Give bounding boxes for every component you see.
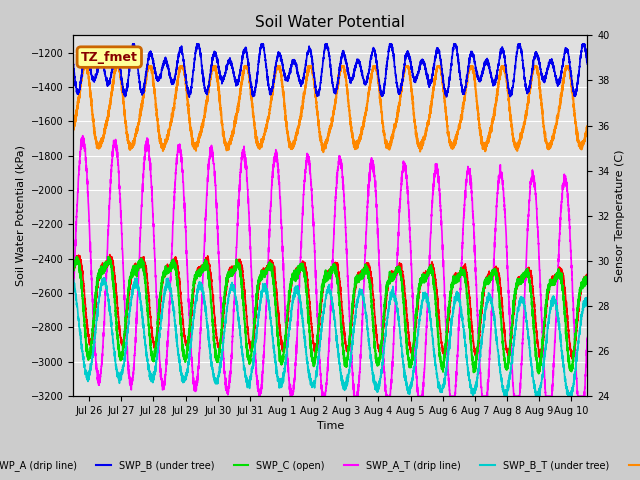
SWP_B_T (under tree): [404, 387, 412, 393]
SWP_B (under tree): [492, 77, 500, 83]
SWP_B_T (under tree): [69, 278, 77, 284]
Y-axis label: Soil Water Potential (kPa): Soil Water Potential (kPa): [15, 145, 25, 286]
SWP_A (drip line): [584, 276, 591, 282]
SWP_C (open): [69, 263, 77, 269]
SWP_A_T (drip line): [255, 393, 262, 399]
SWP_C (open): [73, 254, 81, 260]
SWP_C_T (open): [163, 136, 170, 142]
SWP_A (drip line): [568, 356, 576, 361]
SWP_B_T (under tree): [565, 397, 573, 403]
Line: SWP_C (open): SWP_C (open): [73, 257, 588, 373]
SWP_A (drip line): [163, 267, 170, 273]
SWP_C_T (open): [404, 63, 412, 69]
SWP_C_T (open): [453, 131, 461, 137]
SWP_A (drip line): [492, 266, 500, 272]
SWP_C (open): [492, 271, 500, 277]
SWP_C_T (open): [492, 100, 500, 106]
SWP_C_T (open): [319, 149, 327, 155]
SWP_A (drip line): [106, 252, 114, 257]
Line: SWP_C_T (open): SWP_C_T (open): [73, 66, 588, 152]
Y-axis label: Sensor Temperature (C): Sensor Temperature (C): [615, 149, 625, 282]
SWP_A (drip line): [378, 341, 385, 347]
Text: TZ_fmet: TZ_fmet: [81, 50, 138, 63]
SWP_B (under tree): [129, 41, 136, 47]
SWP_A_T (drip line): [584, 335, 591, 340]
SWP_C (open): [266, 263, 273, 269]
SWP_C_T (open): [80, 63, 88, 69]
SWP_C (open): [535, 371, 543, 376]
SWP_A (drip line): [266, 259, 273, 265]
SWP_A_T (drip line): [69, 293, 77, 299]
Line: SWP_A (drip line): SWP_A (drip line): [73, 254, 588, 359]
SWP_C (open): [378, 338, 385, 344]
SWP_A_T (drip line): [492, 216, 500, 221]
SWP_A (drip line): [453, 272, 461, 278]
SWP_B (under tree): [186, 95, 193, 100]
SWP_C_T (open): [584, 123, 591, 129]
SWP_B_T (under tree): [453, 294, 461, 300]
SWP_B (under tree): [453, 47, 461, 52]
SWP_C (open): [584, 276, 591, 282]
SWP_C_T (open): [266, 106, 273, 112]
Line: SWP_A_T (drip line): SWP_A_T (drip line): [73, 136, 588, 396]
SWP_A_T (drip line): [378, 321, 385, 326]
Line: SWP_B (under tree): SWP_B (under tree): [73, 44, 588, 97]
SWP_A_T (drip line): [163, 360, 170, 366]
Line: SWP_B_T (under tree): SWP_B_T (under tree): [73, 278, 588, 400]
SWP_B_T (under tree): [492, 329, 500, 335]
SWP_C (open): [163, 268, 170, 274]
SWP_B (under tree): [163, 58, 170, 64]
SWP_B_T (under tree): [266, 310, 273, 316]
SWP_B_T (under tree): [163, 285, 170, 291]
SWP_B (under tree): [378, 89, 385, 95]
SWP_A_T (drip line): [404, 191, 412, 197]
SWP_C (open): [453, 276, 461, 282]
SWP_B (under tree): [404, 48, 412, 54]
SWP_B_T (under tree): [584, 298, 591, 304]
SWP_B_T (under tree): [100, 275, 108, 281]
SWP_A_T (drip line): [79, 133, 86, 139]
Title: Soil Water Potential: Soil Water Potential: [255, 15, 405, 30]
SWP_A (drip line): [404, 320, 412, 325]
Legend: SWP_A (drip line), SWP_B (under tree), SWP_C (open), SWP_A_T (drip line), SWP_B_: SWP_A (drip line), SWP_B (under tree), S…: [0, 456, 640, 475]
SWP_C_T (open): [378, 109, 385, 115]
SWP_A_T (drip line): [453, 359, 461, 364]
SWP_B_T (under tree): [378, 367, 385, 373]
SWP_C (open): [404, 347, 412, 352]
SWP_B (under tree): [69, 60, 77, 65]
SWP_A_T (drip line): [266, 216, 274, 222]
X-axis label: Time: Time: [317, 421, 344, 432]
SWP_B (under tree): [266, 88, 274, 94]
SWP_A (drip line): [69, 258, 77, 264]
SWP_B (under tree): [584, 61, 591, 67]
SWP_C_T (open): [69, 125, 77, 131]
